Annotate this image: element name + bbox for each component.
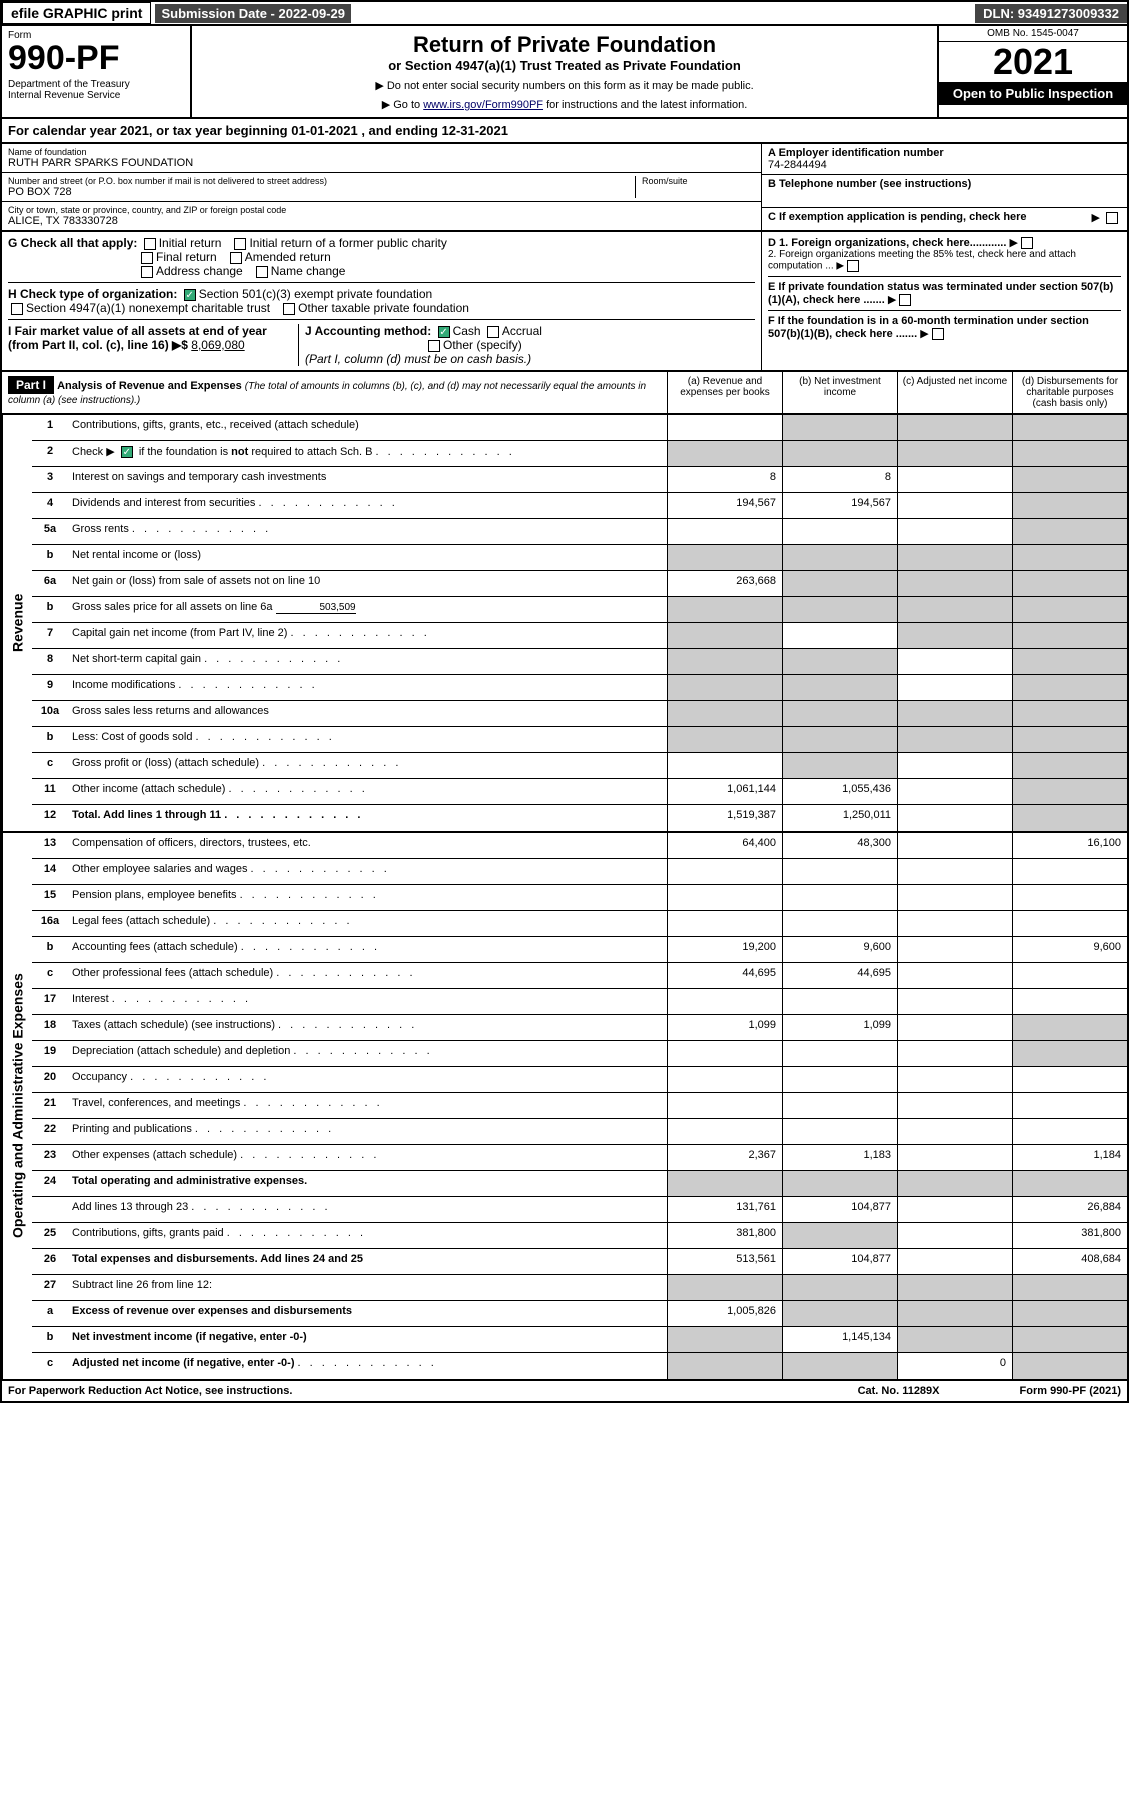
6b-amount: 503,509 — [276, 602, 356, 614]
f-label: F If the foundation is in a 60-month ter… — [768, 315, 1089, 340]
part1-title: Analysis of Revenue and Expenses — [57, 380, 242, 392]
city-label: City or town, state or province, country… — [8, 205, 755, 215]
tel-label: B Telephone number (see instructions) — [768, 178, 1121, 190]
submission-date: Submission Date - 2022-09-29 — [155, 4, 351, 23]
address-change-checkbox[interactable] — [141, 266, 153, 278]
efile-print-button[interactable]: efile GRAPHIC print — [2, 2, 151, 24]
top-bar: efile GRAPHIC print Submission Date - 20… — [0, 0, 1129, 26]
501c3-checkbox[interactable] — [184, 289, 196, 301]
amended-return-checkbox[interactable] — [230, 252, 242, 264]
open-public: Open to Public Inspection — [939, 82, 1127, 105]
h-label: H Check type of organization: — [8, 287, 177, 301]
other-taxable-checkbox[interactable] — [283, 303, 295, 315]
expenses-section: Operating and Administrative Expenses 13… — [0, 833, 1129, 1381]
form-header: Form 990-PF Department of the Treasury I… — [0, 26, 1129, 119]
col-b-head: (b) Net investment income — [782, 372, 897, 413]
former-charity-checkbox[interactable] — [234, 238, 246, 250]
tax-year: 2021 — [939, 42, 1127, 82]
accrual-checkbox[interactable] — [487, 326, 499, 338]
final-return-checkbox[interactable] — [141, 252, 153, 264]
exemption-pending: C If exemption application is pending, c… — [768, 211, 1027, 223]
d2-label: 2. Foreign organizations meeting the 85%… — [768, 249, 1076, 272]
city: ALICE, TX 783330728 — [8, 215, 755, 227]
check-section: G Check all that apply: Initial return I… — [0, 232, 1129, 372]
footer: For Paperwork Reduction Act Notice, see … — [0, 1381, 1129, 1403]
room-label: Room/suite — [642, 176, 755, 186]
address: PO BOX 728 — [8, 186, 635, 198]
j-note: (Part I, column (d) must be on cash basi… — [305, 352, 531, 366]
j-label: J Accounting method: — [305, 324, 431, 338]
e-checkbox[interactable] — [899, 294, 911, 306]
e-label: E If private foundation status was termi… — [768, 281, 1113, 306]
form-subtitle: or Section 4947(a)(1) Trust Treated as P… — [198, 58, 931, 73]
form-number: 990-PF — [8, 41, 184, 75]
4947-checkbox[interactable] — [11, 303, 23, 315]
revenue-section: Revenue 1Contributions, gifts, grants, e… — [0, 415, 1129, 833]
name-change-checkbox[interactable] — [256, 266, 268, 278]
d1-checkbox[interactable] — [1021, 237, 1033, 249]
col-a-head: (a) Revenue and expenses per books — [667, 372, 782, 413]
name-label: Name of foundation — [8, 147, 755, 157]
department: Department of the Treasury Internal Reve… — [8, 79, 184, 101]
cat-no: Cat. No. 11289X — [858, 1385, 940, 1397]
irs-link[interactable]: www.irs.gov/Form990PF — [423, 99, 543, 111]
col-c-head: (c) Adjusted net income — [897, 372, 1012, 413]
instruction-2: ▶ Go to www.irs.gov/Form990PF for instru… — [198, 98, 931, 111]
form-ref: Form 990-PF (2021) — [1020, 1385, 1121, 1397]
pra-notice: For Paperwork Reduction Act Notice, see … — [8, 1385, 292, 1397]
part1-header-row: Part I Analysis of Revenue and Expenses … — [0, 372, 1129, 415]
calendar-year: For calendar year 2021, or tax year begi… — [0, 119, 1129, 144]
ein-label: A Employer identification number — [768, 147, 1121, 159]
cash-checkbox[interactable] — [438, 326, 450, 338]
foundation-name: RUTH PARR SPARKS FOUNDATION — [8, 157, 755, 169]
col-d-head: (d) Disbursements for charitable purpose… — [1012, 372, 1127, 413]
exemption-checkbox[interactable] — [1106, 212, 1118, 224]
form-title: Return of Private Foundation — [198, 32, 931, 58]
d1-label: D 1. Foreign organizations, check here..… — [768, 237, 1006, 249]
other-method-checkbox[interactable] — [428, 340, 440, 352]
d2-checkbox[interactable] — [847, 260, 859, 272]
foundation-info: Name of foundation RUTH PARR SPARKS FOUN… — [0, 144, 1129, 232]
fmv-value: 8,069,080 — [191, 338, 244, 352]
expenses-label: Operating and Administrative Expenses — [2, 833, 32, 1379]
instruction-1: ▶ Do not enter social security numbers o… — [198, 79, 931, 92]
revenue-label: Revenue — [2, 415, 32, 831]
initial-return-checkbox[interactable] — [144, 238, 156, 250]
part1-label: Part I — [8, 376, 54, 394]
dln: DLN: 93491273009332 — [975, 4, 1127, 23]
g-label: G Check all that apply: — [8, 236, 137, 250]
ein: 74-2844494 — [768, 159, 1121, 171]
f-checkbox[interactable] — [932, 328, 944, 340]
schb-checkbox[interactable] — [121, 446, 133, 458]
omb-number: OMB No. 1545-0047 — [939, 26, 1127, 42]
address-label: Number and street (or P.O. box number if… — [8, 176, 635, 186]
